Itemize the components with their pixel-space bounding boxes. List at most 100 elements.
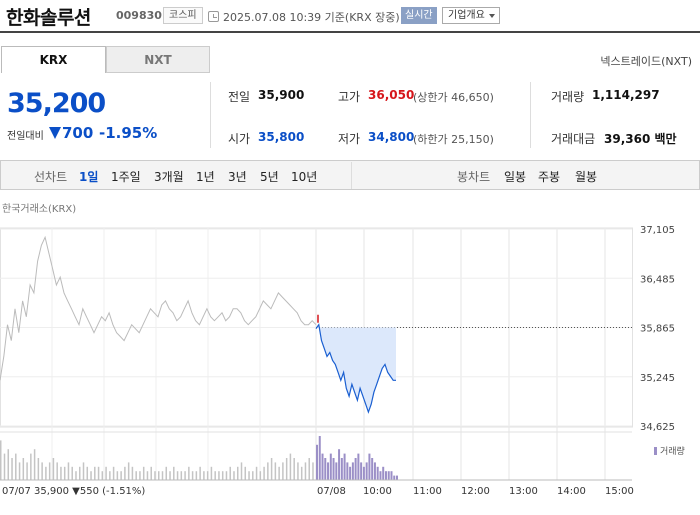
volume-bar [376, 466, 379, 480]
volume-bar [259, 471, 262, 480]
volume-bar [221, 471, 224, 480]
volume-bar [120, 471, 122, 480]
realtime-button[interactable]: 실시간 [401, 7, 437, 24]
volume-bar [270, 458, 273, 480]
tab-nxt[interactable]: NXT [106, 46, 210, 73]
period-10y[interactable]: 10년 [291, 170, 318, 184]
volume-bar [255, 466, 258, 480]
volume-bar [218, 471, 220, 480]
current-price: 35,200 [7, 88, 106, 119]
period-3y[interactable]: 3년 [228, 170, 247, 184]
x-tick-label: 13:00 [509, 486, 538, 497]
change-label: 전일대비 [7, 131, 44, 142]
down-arrow-icon [49, 127, 61, 139]
x-tick-label: 07/08 [317, 486, 346, 497]
volume-bar [368, 453, 371, 480]
volume-bar [86, 466, 89, 480]
volume-bar [329, 453, 332, 480]
volume-bar [390, 471, 393, 480]
volume-bar [0, 440, 2, 480]
y-tick-label: 34,625 [640, 422, 675, 433]
volume-bar [7, 449, 10, 480]
stock-title: 한화솔루션 [6, 7, 91, 29]
volume-bar [199, 466, 201, 480]
prev-day-summary: 35,900 ▼550 (-1.51%) [34, 486, 146, 497]
volume-bar [142, 466, 145, 480]
change-value: 700 [62, 124, 94, 142]
change-percent: -1.95% [99, 124, 158, 142]
y-tick-label: 36,485 [640, 274, 675, 285]
volume-bar [116, 471, 119, 480]
tab-krx[interactable]: KRX [1, 46, 106, 73]
volume-bar [379, 471, 382, 480]
volume-bar [154, 471, 156, 480]
price-chart: 37,105 36,485 35,865 35,245 34,625 [0, 225, 675, 481]
volume-bar [135, 471, 137, 480]
period-1w[interactable]: 1주일 [111, 170, 141, 184]
volume-bar [124, 466, 126, 480]
volume-bar [56, 462, 58, 480]
open-label: 시가 [228, 132, 251, 146]
x-tick-label: 11:00 [413, 486, 442, 497]
period-3m[interactable]: 3개월 [154, 170, 184, 184]
volume-bar [75, 471, 77, 480]
stock-header: 한화솔루션 009830 코스피 2025.07.08 10:39 기준(KRX… [0, 0, 700, 33]
volume-bar [289, 453, 292, 480]
volume-bar [48, 462, 51, 480]
nxt-link[interactable]: 넥스트레이드(NXT) [600, 55, 692, 68]
x-tick-label: 10:00 [363, 486, 392, 497]
volume-bar [357, 453, 360, 480]
period-1d[interactable]: 1일 [79, 170, 99, 184]
volume-bar [248, 471, 250, 480]
volume-bar [45, 466, 47, 480]
volume-bar [297, 462, 299, 480]
period-1y[interactable]: 1년 [196, 170, 215, 184]
line-chart-label[interactable]: 선차트 [34, 170, 68, 184]
volume-bar [300, 466, 303, 480]
stock-code: 009830 [116, 9, 162, 22]
volume-bar [52, 458, 55, 480]
amount-label: 거래대금 [551, 132, 596, 146]
volume-bar [146, 471, 149, 480]
volume-bar [22, 458, 25, 480]
volume-bar [180, 471, 183, 480]
volume-bar [338, 449, 341, 480]
candle-chart-label[interactable]: 봉차트 [457, 170, 491, 184]
volume-bar [267, 462, 269, 480]
volume-legend: 거래량 [654, 444, 685, 457]
volume-bar [351, 462, 354, 480]
prev-day-line [0, 235, 317, 381]
volume-bar [173, 466, 175, 480]
volume-bar [169, 471, 171, 480]
volume-bar [33, 449, 36, 480]
volume-bar [371, 458, 374, 480]
volume-bar [393, 475, 396, 480]
low-label: 저가 [338, 132, 361, 146]
volume-bar [191, 471, 194, 480]
volume-bar [316, 444, 318, 480]
volume-bar [139, 471, 141, 480]
candle-weekly[interactable]: 주봉 [538, 170, 561, 184]
period-5y[interactable]: 5년 [260, 170, 279, 184]
volume-bar [188, 466, 190, 480]
today-fill [316, 324, 396, 413]
candle-monthly[interactable]: 월봉 [575, 170, 598, 184]
volume-bar [97, 466, 100, 480]
volume-bar [94, 466, 96, 480]
clock-icon [208, 11, 219, 22]
candle-daily[interactable]: 일봉 [504, 170, 527, 184]
volume-bar [105, 466, 107, 480]
volume-bar [26, 462, 28, 480]
open-value: 35,800 [258, 130, 305, 144]
volume-bar [285, 458, 288, 480]
volume-bar [252, 471, 254, 480]
high-label: 고가 [338, 90, 361, 104]
low-value: 34,800 [368, 130, 415, 144]
y-tick-label: 37,105 [640, 225, 675, 236]
volume-bar [67, 462, 70, 480]
volume-bar [304, 462, 307, 480]
company-overview-dropdown[interactable]: 기업개요 [442, 7, 500, 24]
volume-bar [161, 471, 164, 480]
lower-limit: (하한가 25,150) [413, 133, 494, 146]
x-tick-label: 14:00 [557, 486, 586, 497]
